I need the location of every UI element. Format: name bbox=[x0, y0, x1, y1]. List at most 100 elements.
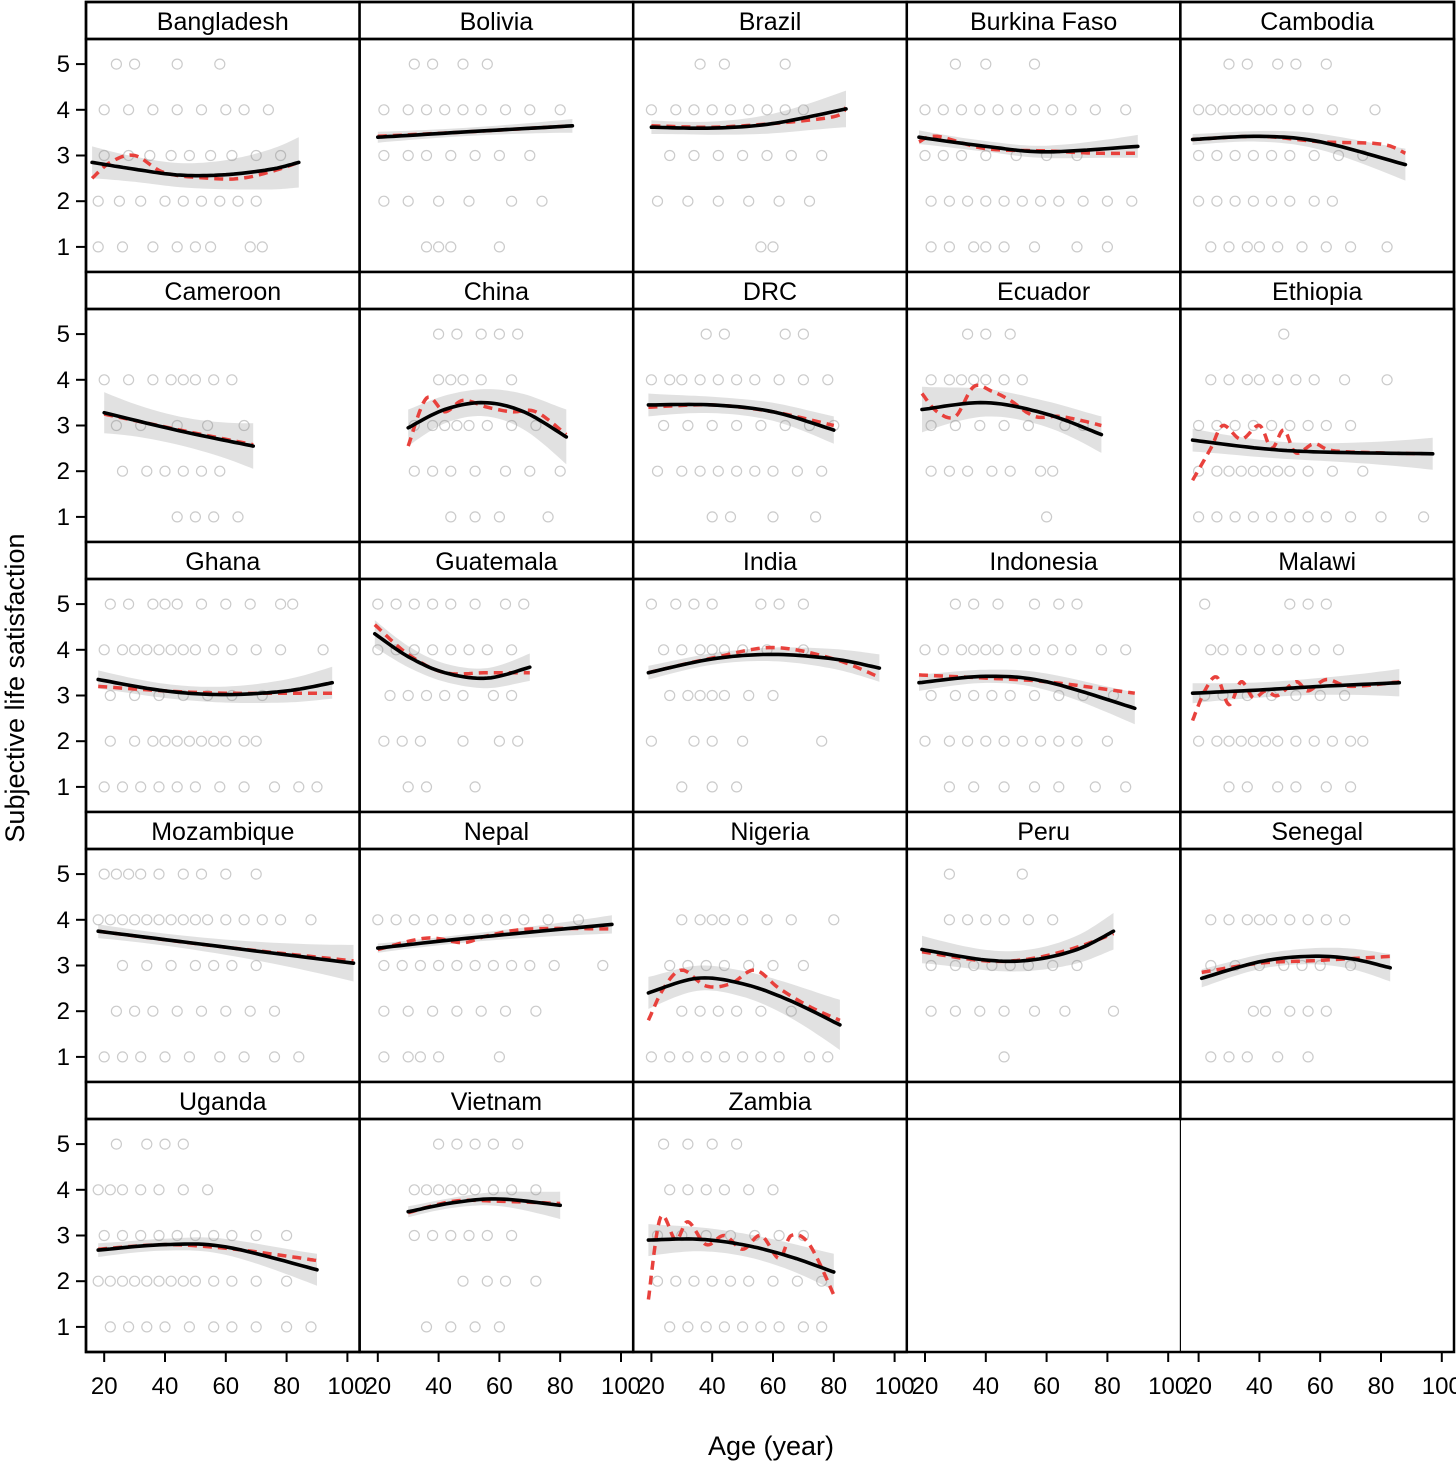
data-point bbox=[171, 58, 183, 70]
data-point bbox=[1302, 1005, 1314, 1017]
data-point bbox=[98, 374, 110, 386]
data-point bbox=[554, 104, 566, 116]
data-point bbox=[420, 689, 433, 702]
data-point bbox=[1223, 465, 1235, 477]
fit-line bbox=[102, 410, 255, 448]
data-point bbox=[205, 149, 217, 162]
panel-zambia: Zambia bbox=[631, 1080, 909, 1354]
data-point bbox=[919, 644, 931, 656]
data-point bbox=[1272, 1051, 1284, 1063]
data-point bbox=[937, 149, 949, 162]
data-point bbox=[275, 644, 287, 656]
data-point bbox=[250, 959, 262, 972]
data-point bbox=[1047, 104, 1059, 116]
data-point bbox=[1272, 374, 1284, 386]
data-point bbox=[1332, 149, 1345, 162]
data-point bbox=[1320, 58, 1332, 70]
data-point bbox=[171, 781, 183, 793]
data-point bbox=[688, 149, 700, 162]
data-point bbox=[1229, 104, 1241, 116]
x-tick-label: 80 bbox=[547, 1373, 574, 1400]
data-point bbox=[129, 58, 141, 70]
data-point bbox=[159, 1051, 171, 1063]
data-point bbox=[123, 598, 135, 610]
data-point bbox=[414, 959, 426, 972]
data-point bbox=[785, 1005, 797, 1017]
data-point bbox=[457, 735, 469, 747]
data-point bbox=[755, 419, 767, 432]
data-point bbox=[506, 644, 518, 656]
data-point bbox=[129, 735, 141, 747]
data-point bbox=[773, 1051, 785, 1063]
data-point bbox=[1320, 419, 1332, 432]
data-point bbox=[1229, 149, 1241, 162]
data-point bbox=[1235, 735, 1247, 747]
data-point bbox=[1120, 644, 1132, 656]
data-point bbox=[676, 374, 688, 386]
fit-line bbox=[96, 1242, 319, 1272]
data-point bbox=[317, 644, 329, 656]
data-point bbox=[256, 241, 268, 253]
data-point bbox=[159, 1138, 171, 1150]
data-point bbox=[998, 1005, 1010, 1017]
data-point bbox=[402, 781, 414, 793]
data-point bbox=[177, 868, 189, 880]
data-point bbox=[135, 195, 147, 207]
data-point bbox=[1290, 644, 1302, 656]
data-point bbox=[1053, 735, 1065, 747]
data-point bbox=[998, 735, 1010, 747]
y-tick-label: 2 bbox=[57, 728, 70, 755]
data-point bbox=[688, 735, 700, 747]
data-point bbox=[238, 914, 250, 926]
data-point bbox=[481, 58, 493, 70]
data-point bbox=[961, 328, 974, 340]
data-point bbox=[597, 959, 609, 972]
data-point bbox=[238, 735, 250, 747]
data-point bbox=[1357, 465, 1369, 477]
data-point bbox=[949, 58, 962, 70]
data-point bbox=[1028, 598, 1041, 610]
data-point bbox=[499, 104, 512, 116]
fit-line bbox=[917, 135, 1140, 154]
strip-label: India bbox=[743, 548, 797, 576]
data-point bbox=[481, 644, 493, 656]
data-point bbox=[724, 104, 737, 116]
data-point bbox=[645, 735, 658, 747]
data-point bbox=[937, 104, 949, 116]
data-point bbox=[779, 328, 791, 340]
data-point bbox=[275, 149, 287, 162]
data-point bbox=[153, 1229, 165, 1242]
data-point bbox=[1241, 1051, 1253, 1063]
data-point bbox=[420, 1184, 433, 1196]
data-point bbox=[396, 735, 408, 747]
data-point bbox=[1265, 149, 1278, 162]
data-point bbox=[925, 959, 937, 972]
data-point bbox=[92, 1184, 104, 1196]
data-point bbox=[98, 149, 110, 162]
data-point bbox=[1259, 465, 1272, 477]
data-point bbox=[159, 195, 171, 207]
data-point bbox=[718, 959, 731, 972]
data-point bbox=[1332, 644, 1345, 656]
data-point bbox=[676, 1005, 688, 1017]
data-point bbox=[657, 1138, 670, 1150]
data-point bbox=[1272, 781, 1284, 793]
data-point bbox=[536, 195, 548, 207]
data-point bbox=[767, 689, 779, 702]
data-point bbox=[165, 959, 177, 972]
data-point bbox=[439, 419, 451, 432]
data-point bbox=[427, 644, 439, 656]
data-point bbox=[1004, 465, 1016, 477]
data-point bbox=[1253, 241, 1266, 253]
data-point bbox=[445, 1184, 457, 1196]
data-point bbox=[1047, 959, 1059, 972]
data-point bbox=[408, 58, 420, 70]
data-point bbox=[116, 1051, 129, 1063]
data-point bbox=[1071, 735, 1083, 747]
data-point bbox=[129, 644, 141, 656]
data-point bbox=[378, 959, 390, 972]
y-tick-label: 2 bbox=[57, 458, 70, 485]
data-point bbox=[1381, 374, 1393, 386]
data-point bbox=[645, 598, 658, 610]
data-point bbox=[153, 914, 165, 926]
